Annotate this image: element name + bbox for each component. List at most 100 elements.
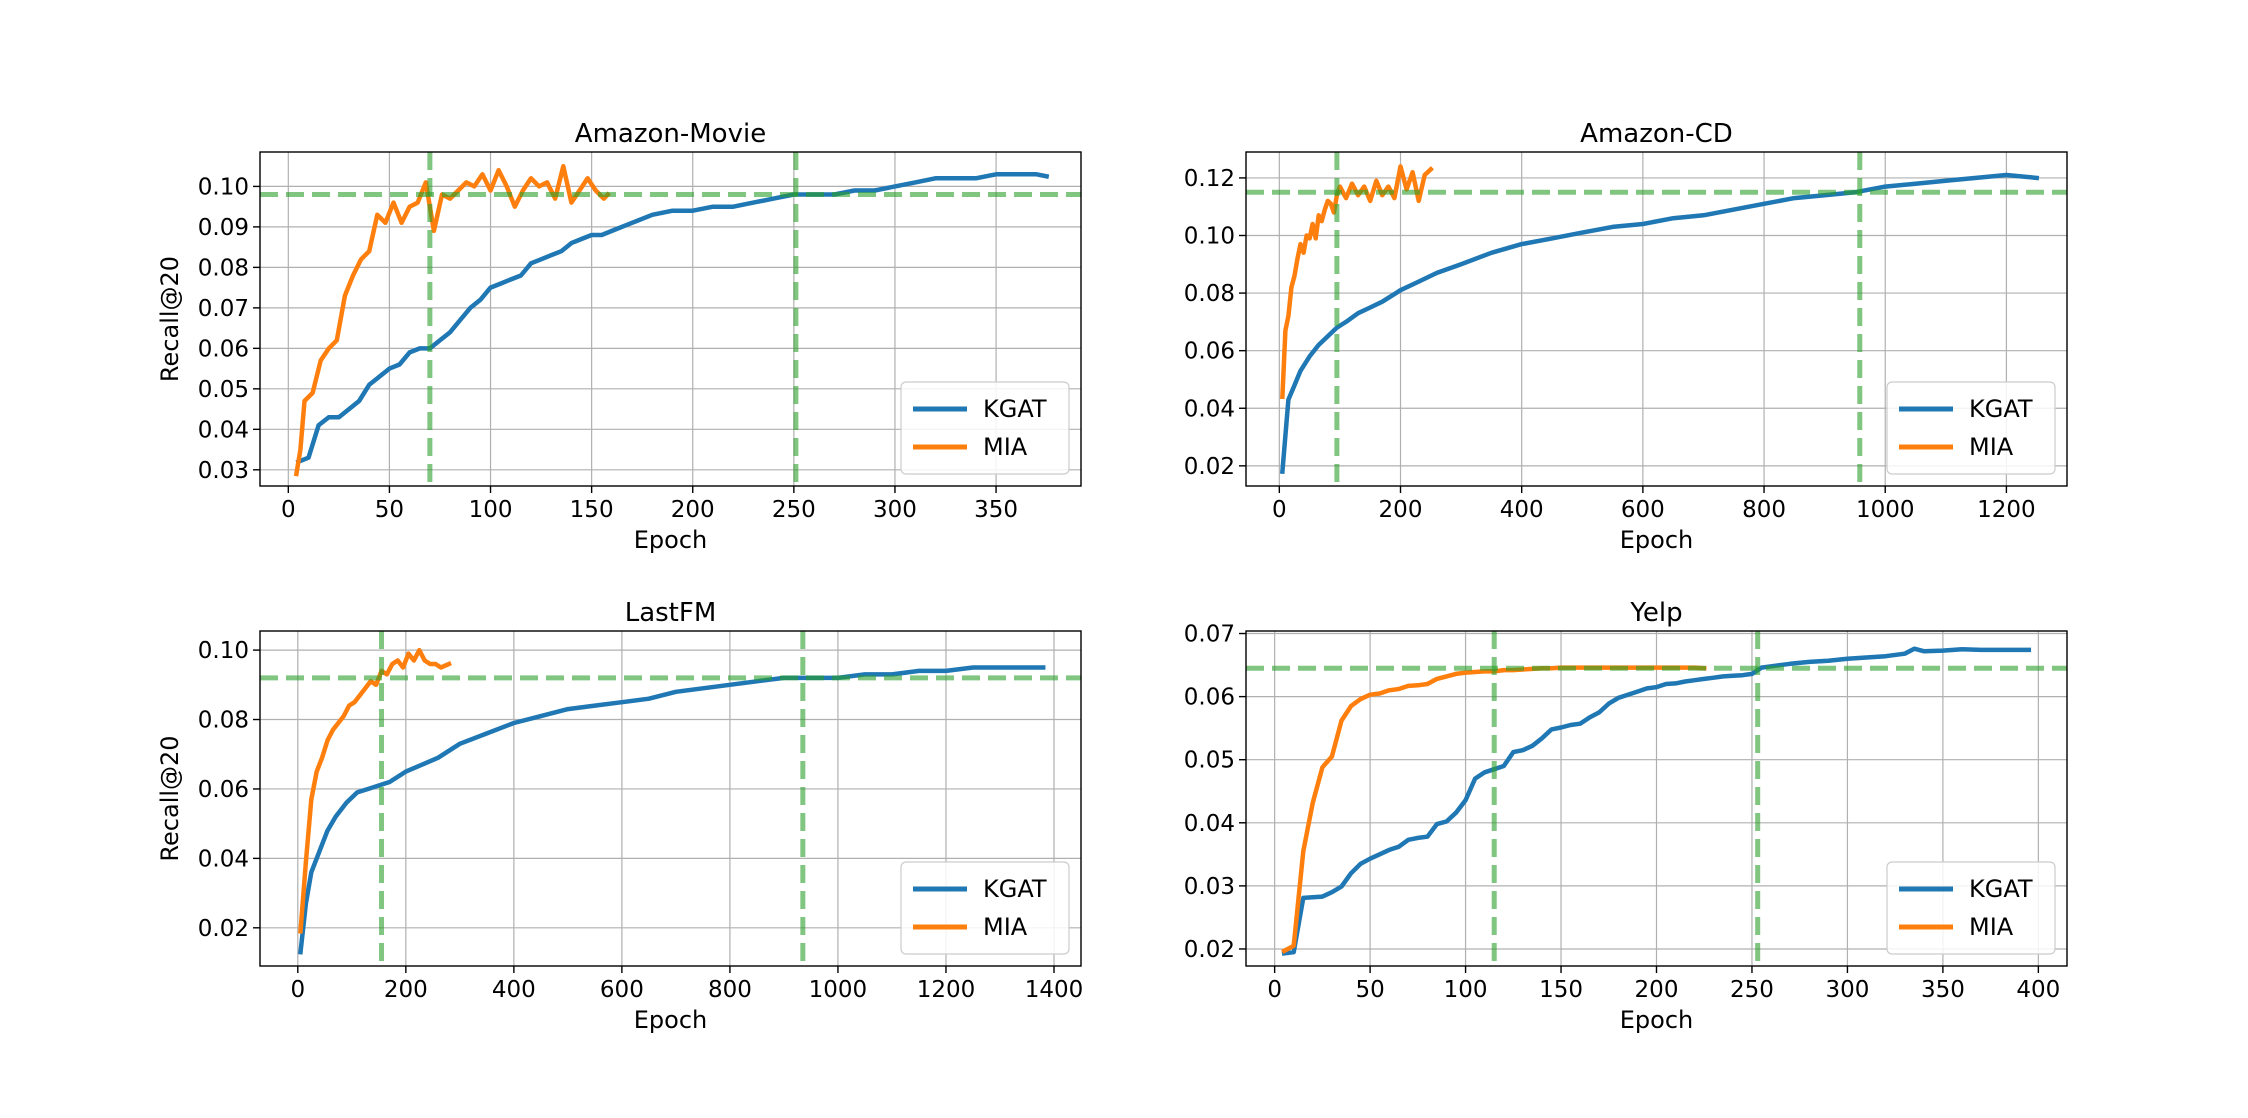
legend-label-kgat: KGAT [983,875,1047,903]
x-tick-label: 0 [281,497,296,523]
y-tick-label: 0.08 [1184,281,1235,307]
y-tick-label: 0.06 [1184,685,1235,711]
legend: KGAT MIA [900,861,1070,955]
legend-label-mia: MIA [1969,433,2014,461]
x-tick-label: 1200 [917,977,976,1003]
x-tick-label: 400 [2016,977,2060,1003]
y-tick-label: 0.04 [198,846,249,872]
x-tick-label: 100 [469,497,513,523]
legend-label-kgat: KGAT [1969,875,2033,903]
axes-frame [259,151,1082,487]
x-tick-label: 200 [1635,977,1679,1003]
legend-label-mia: MIA [983,433,1028,461]
y-tick-label: 0.07 [198,296,249,322]
chart-panel-3: 0 200 400 600 800 1000 1200 1400 0.02 0.04 0.06 0.0… [156,598,1083,1034]
x-tick-label: 200 [671,497,715,523]
x-tick-label: 250 [772,497,816,523]
chart-panel-4: 0 50 100 150 200 250 300 350 400 0.02 0.03 0.04 0.05… [1184,598,2068,1034]
x-tick-label: 800 [1742,497,1786,523]
series-line-mia [298,647,452,934]
x-axis-label: Epoch [634,1006,708,1034]
x-tick-label: 600 [1621,497,1665,523]
legend: KGAT MIA [1886,861,2056,955]
y-tick-label: 0.10 [198,174,249,200]
y-axis-label: Recall@20 [156,735,184,861]
legend-label-mia: MIA [1969,913,2014,941]
x-tick-label: 100 [1444,977,1488,1003]
chart-title: LastFM [625,598,717,628]
series-group [1279,164,2040,475]
y-tick-label: 0.10 [1184,224,1235,250]
y-tick-label: 0.06 [198,777,249,803]
x-tick-label: 0 [290,977,305,1003]
y-tick-label: 0.12 [1184,166,1235,192]
y-tick-label: 0.05 [198,377,249,403]
y-tick-label: 0.03 [1184,874,1235,900]
x-tick-label: 800 [708,977,752,1003]
series-line-kgat [298,665,1046,955]
y-tick-label: 0.02 [1184,454,1235,480]
series-line-mia [293,163,611,477]
x-tick-label: 350 [1921,977,1965,1003]
y-tick-label: 0.04 [1184,811,1235,837]
legend-label-mia: MIA [983,913,1028,941]
y-tick-label: 0.05 [1184,748,1235,774]
x-tick-label: 350 [974,497,1018,523]
x-tick-label: 1400 [1025,977,1084,1003]
x-axis-label: Epoch [1620,1006,1694,1034]
y-tick-label: 0.07 [1184,622,1235,648]
chart-title: Yelp [1629,598,1682,628]
x-axis-label: Epoch [634,526,708,554]
y-axis-label: Recall@20 [156,256,184,382]
y-tick-label: 0.08 [198,255,249,281]
legend-frame [900,861,1070,955]
x-tick-label: 0 [1267,977,1282,1003]
x-tick-label: 400 [492,977,536,1003]
series-line-kgat [1281,646,2032,956]
x-tick-label: 600 [600,977,644,1003]
y-tick-label: 0.06 [198,336,249,362]
chart-panel-2: 0 200 400 600 800 1000 1200 0.02 0.04 0.06 0.08 0.1… [1184,119,2068,554]
legend-frame [1886,861,2056,955]
legend-frame [1886,381,2056,475]
legend: KGAT MIA [900,381,1070,475]
y-tick-label: 0.03 [198,458,249,484]
axes-frame [1245,151,2068,487]
legend-label-kgat: KGAT [983,395,1047,423]
x-tick-label: 50 [375,497,404,523]
x-tick-label: 250 [1730,977,1774,1003]
y-tick-label: 0.04 [1184,396,1235,422]
series-group [298,647,1046,955]
x-tick-label: 300 [1825,977,1869,1003]
x-tick-label: 1000 [809,977,868,1003]
x-tick-label: 1000 [1856,497,1915,523]
x-tick-label: 200 [384,977,428,1003]
series-line-mia [1280,164,1434,400]
y-tick-label: 0.09 [198,215,249,241]
x-tick-label: 150 [570,497,614,523]
x-tick-label: 200 [1379,497,1423,523]
x-tick-label: 0 [1272,497,1287,523]
series-group [293,163,1050,477]
axes-frame [259,630,1082,967]
y-tick-label: 0.08 [198,708,249,734]
x-tick-label: 150 [1539,977,1583,1003]
legend-frame [900,381,1070,475]
legend-label-kgat: KGAT [1969,395,2033,423]
series-line-kgat [1279,172,2040,475]
chart-title: Amazon-Movie [575,119,766,149]
grid [1246,152,2067,486]
y-tick-label: 0.10 [198,638,249,664]
legend: KGAT MIA [1886,381,2056,475]
chart-title: Amazon-CD [1580,119,1733,149]
x-tick-label: 50 [1355,977,1384,1003]
series-line-kgat [295,172,1050,465]
x-axis-label: Epoch [1620,526,1694,554]
x-tick-label: 1200 [1977,497,2036,523]
y-tick-label: 0.02 [1184,937,1235,963]
y-tick-label: 0.02 [198,916,249,942]
x-tick-label: 400 [1500,497,1544,523]
x-tick-label: 300 [873,497,917,523]
y-tick-label: 0.04 [198,417,249,443]
